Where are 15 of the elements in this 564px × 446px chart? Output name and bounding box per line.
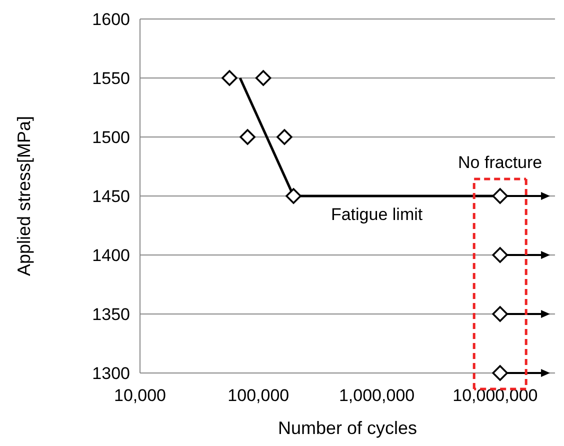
y-tick-label: 1550 — [92, 68, 130, 88]
y-axis-title: Applied stress[MPa] — [14, 116, 34, 276]
y-tick-label: 1300 — [92, 364, 130, 383]
x-tick-label: 100,000 — [228, 386, 290, 405]
annotation: No fracture — [458, 153, 542, 172]
y-tick-label: 1400 — [92, 246, 130, 265]
y-tick-label: 1450 — [92, 186, 130, 206]
x-axis-title: Number of cycles — [278, 418, 418, 438]
y-tick-label: 1350 — [92, 304, 130, 324]
x-tick-label: 1,000,000 — [338, 386, 415, 405]
y-tick-label: 1600 — [92, 10, 130, 29]
x-tick-label: 10,000 — [114, 386, 166, 405]
y-tick-label: 1500 — [92, 128, 130, 147]
annotation: Fatigue limit — [330, 205, 423, 224]
x-tick-label: 10,000,000 — [452, 386, 538, 405]
